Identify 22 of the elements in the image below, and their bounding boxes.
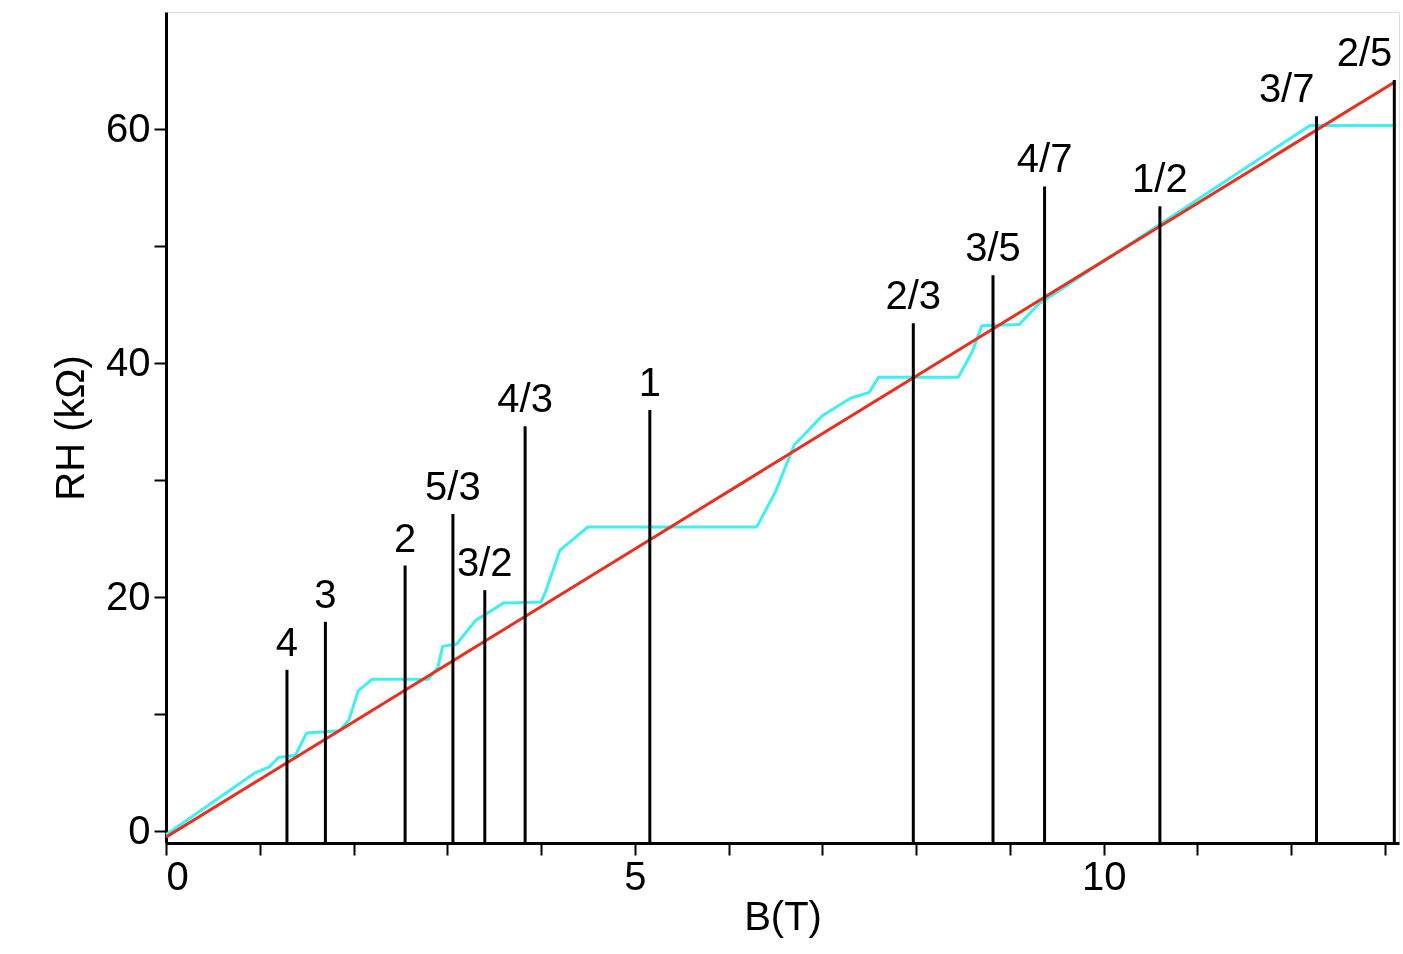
y-tick-label: 0 [128, 807, 151, 852]
y-tick-label: 20 [106, 573, 151, 618]
annotation: 2 [393, 515, 417, 560]
annotation: 4/3 [497, 376, 553, 421]
x-tick-label: 10 [1081, 853, 1127, 898]
x-tick-label: 5 [624, 853, 647, 898]
x-tick-label: 0 [166, 853, 189, 898]
annotation: 3/2 [456, 540, 513, 585]
annotation: 4/7 [1016, 136, 1073, 181]
annotation: 2/3 [885, 273, 942, 318]
annotation: 4 [275, 619, 299, 664]
y-tick-label: 60 [106, 105, 151, 150]
annotation: 3/5 [965, 225, 1021, 270]
y-tick-label: 40 [106, 339, 151, 384]
annotation: 3/7 [1258, 66, 1315, 111]
annotation: 1/2 [1132, 156, 1188, 201]
y-axis-title: RH (kΩ) [48, 355, 93, 501]
annotation: 2/5 [1336, 29, 1393, 74]
x-axis-title: B(T) [744, 893, 822, 938]
annotation: 5/3 [425, 464, 481, 509]
annotation: 1 [638, 359, 661, 404]
annotation: 3 [314, 571, 337, 616]
